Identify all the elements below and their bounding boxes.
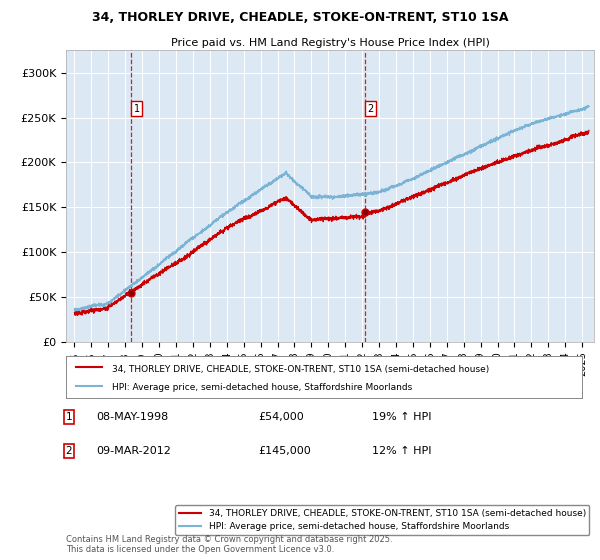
Text: £54,000: £54,000 <box>258 412 304 422</box>
Text: 2: 2 <box>65 446 73 456</box>
Text: 12% ↑ HPI: 12% ↑ HPI <box>372 446 431 456</box>
Text: 34, THORLEY DRIVE, CHEADLE, STOKE-ON-TRENT, ST10 1SA: 34, THORLEY DRIVE, CHEADLE, STOKE-ON-TRE… <box>92 11 508 24</box>
Text: 19% ↑ HPI: 19% ↑ HPI <box>372 412 431 422</box>
Text: 1: 1 <box>65 412 73 422</box>
Text: 08-MAY-1998: 08-MAY-1998 <box>96 412 168 422</box>
Legend: 34, THORLEY DRIVE, CHEADLE, STOKE-ON-TRENT, ST10 1SA (semi-detached house), HPI:: 34, THORLEY DRIVE, CHEADLE, STOKE-ON-TRE… <box>175 505 589 535</box>
Text: 1: 1 <box>134 104 140 114</box>
Text: 2: 2 <box>368 104 374 114</box>
Text: £145,000: £145,000 <box>258 446 311 456</box>
Text: Contains HM Land Registry data © Crown copyright and database right 2025.
This d: Contains HM Land Registry data © Crown c… <box>66 535 392 554</box>
Text: HPI: Average price, semi-detached house, Staffordshire Moorlands: HPI: Average price, semi-detached house,… <box>112 383 413 392</box>
Text: 09-MAR-2012: 09-MAR-2012 <box>96 446 171 456</box>
Title: Price paid vs. HM Land Registry's House Price Index (HPI): Price paid vs. HM Land Registry's House … <box>170 38 490 48</box>
Text: 34, THORLEY DRIVE, CHEADLE, STOKE-ON-TRENT, ST10 1SA (semi-detached house): 34, THORLEY DRIVE, CHEADLE, STOKE-ON-TRE… <box>112 365 490 374</box>
